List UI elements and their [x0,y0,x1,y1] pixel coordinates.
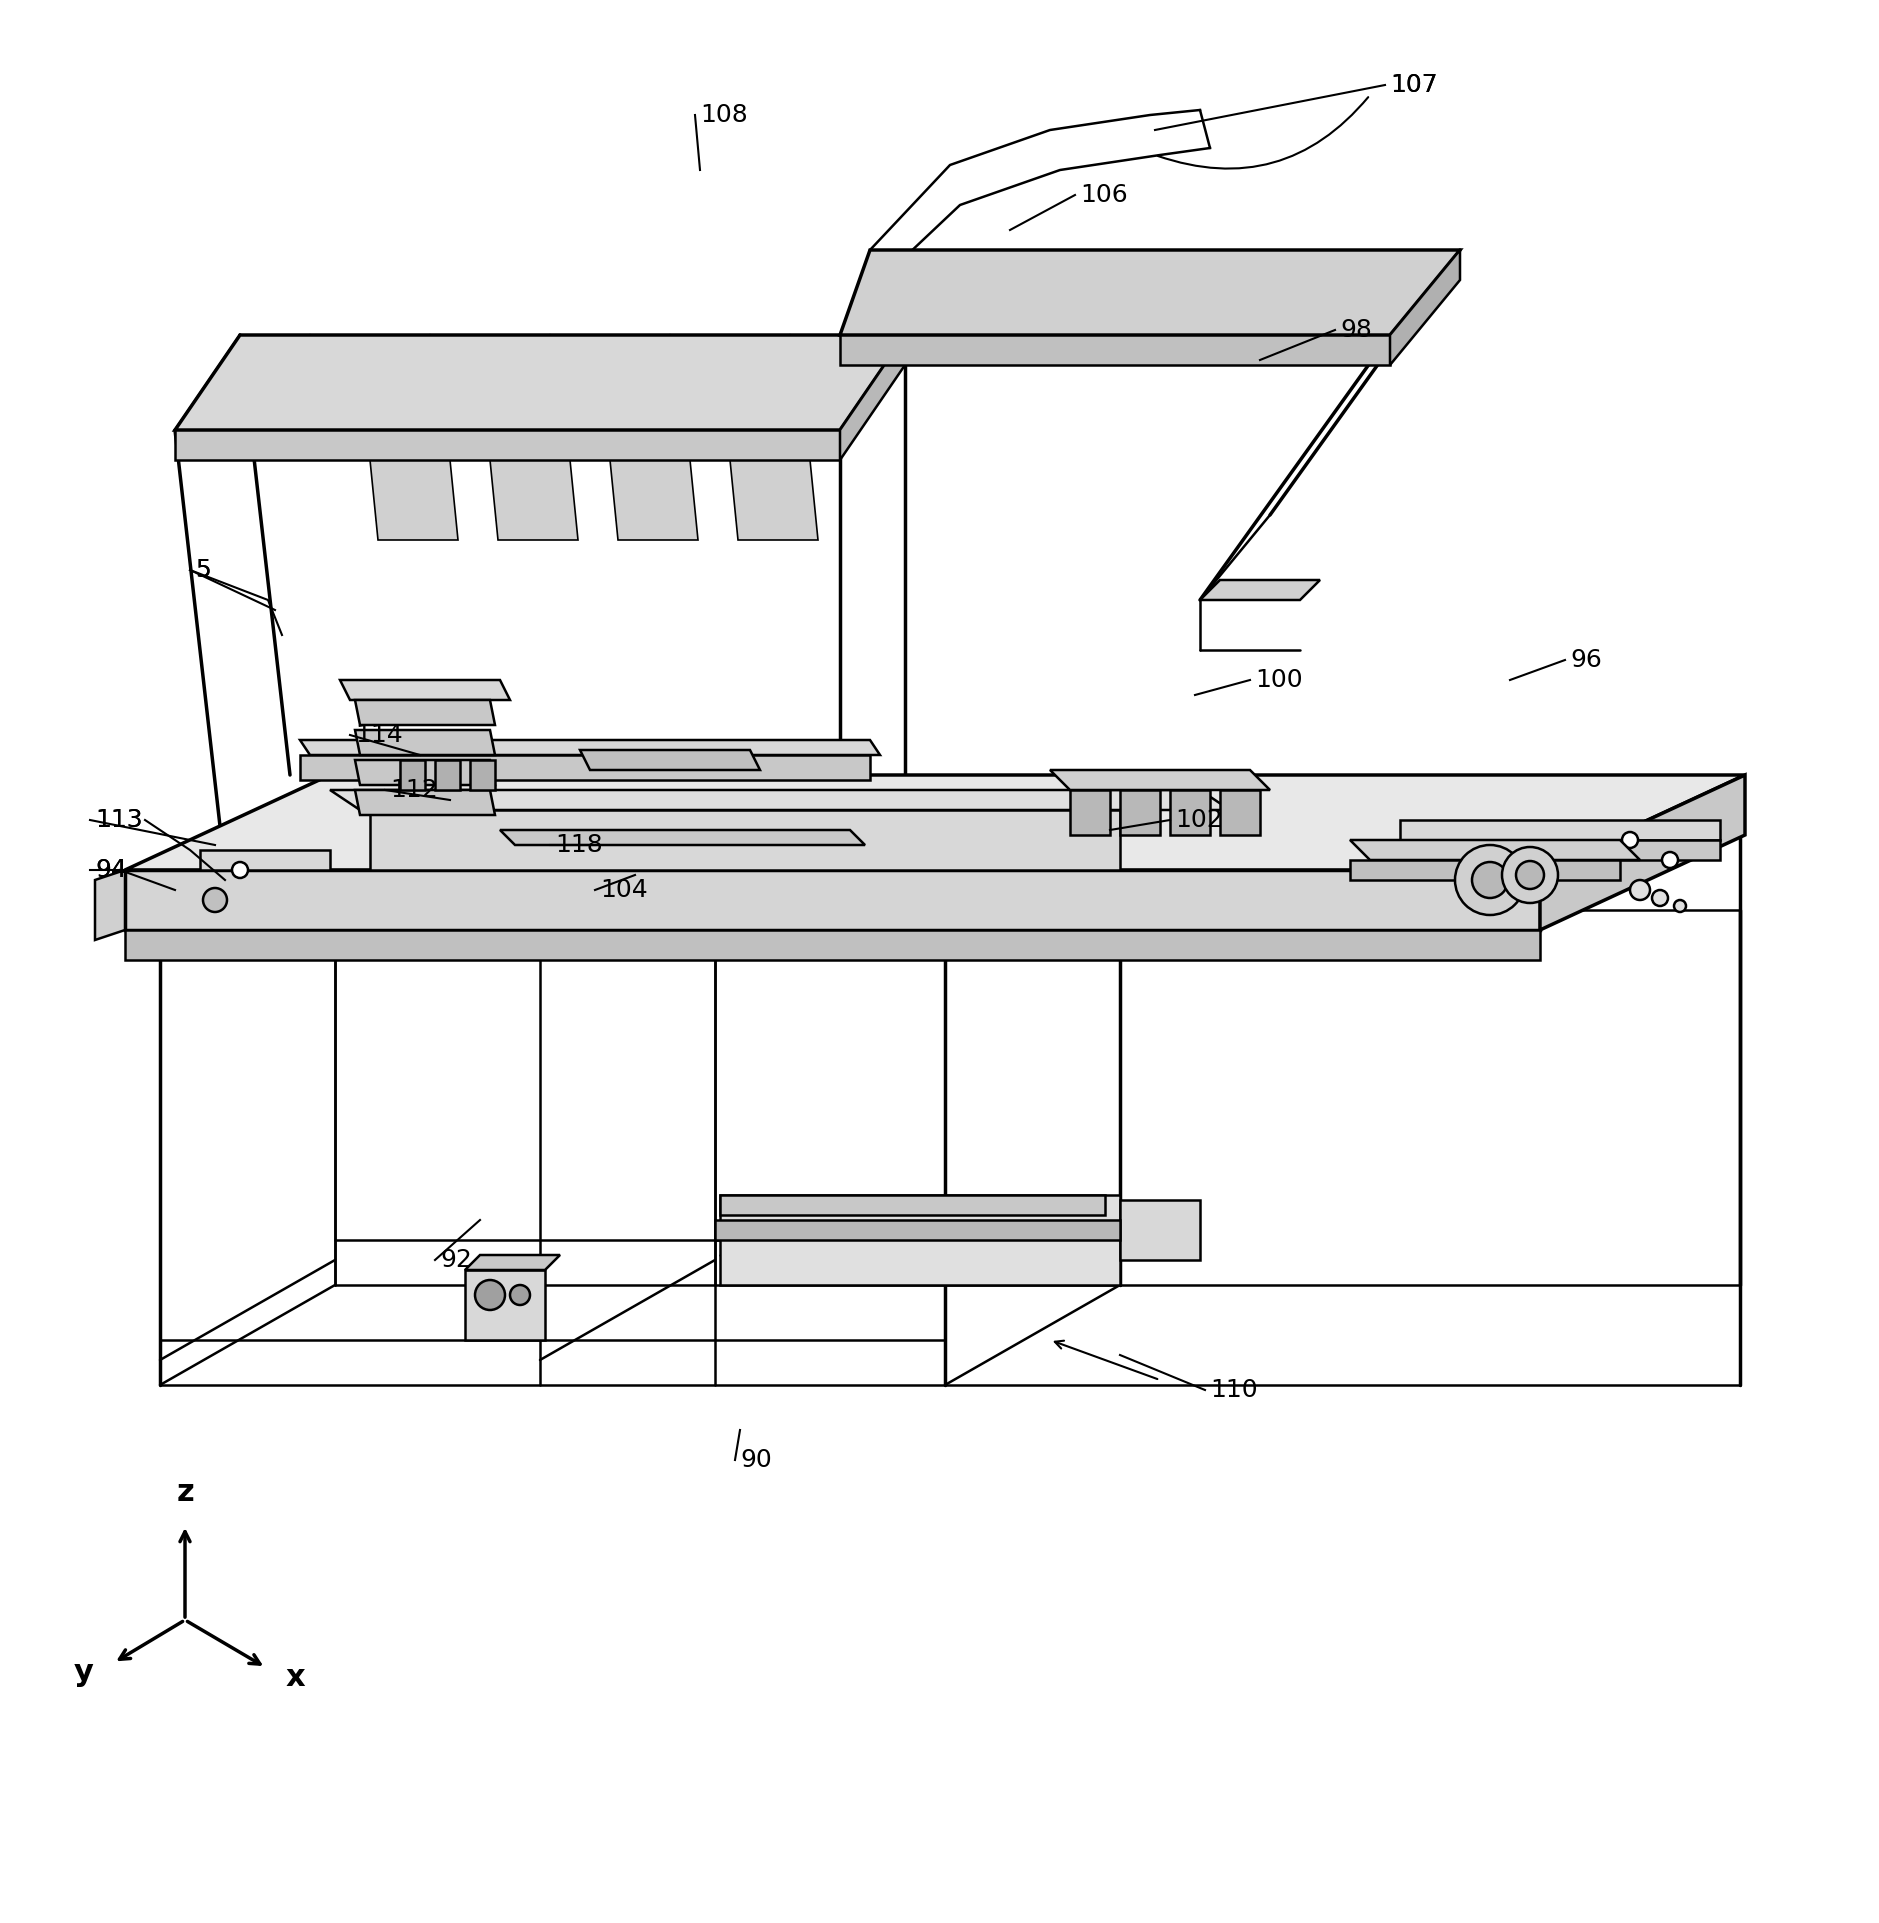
Polygon shape [355,731,494,756]
Polygon shape [301,756,870,781]
Polygon shape [96,869,126,940]
Text: 114: 114 [355,723,402,746]
Polygon shape [840,250,1460,335]
Polygon shape [331,790,1231,810]
Circle shape [203,888,227,912]
Polygon shape [1541,775,1746,931]
Polygon shape [1120,1200,1201,1260]
Polygon shape [560,340,639,431]
Polygon shape [301,740,879,756]
Text: y: y [73,1658,94,1686]
Circle shape [475,1281,505,1310]
Text: 113: 113 [96,808,143,833]
Text: 90: 90 [740,1448,772,1471]
Polygon shape [840,335,906,460]
Polygon shape [490,460,579,540]
Polygon shape [1349,840,1640,860]
Text: 102: 102 [1174,808,1223,833]
Polygon shape [340,681,509,700]
Polygon shape [1400,840,1719,860]
Polygon shape [1171,790,1210,835]
Circle shape [1471,862,1509,898]
Polygon shape [840,335,1390,365]
Polygon shape [175,335,906,431]
Text: 106: 106 [1080,183,1127,208]
Polygon shape [716,1219,1120,1240]
Text: 96: 96 [1571,648,1603,671]
Polygon shape [464,1269,545,1340]
Polygon shape [370,810,1120,869]
Text: 113: 113 [96,808,143,833]
Circle shape [1501,846,1558,904]
Polygon shape [611,460,697,540]
Text: 110: 110 [1210,1379,1257,1402]
Text: z: z [177,1479,194,1508]
Polygon shape [355,760,494,785]
Polygon shape [126,869,1541,931]
Circle shape [1454,844,1526,915]
Polygon shape [1390,250,1460,365]
Polygon shape [436,760,460,790]
Text: x: x [286,1663,306,1692]
Polygon shape [1069,790,1110,835]
Polygon shape [1219,790,1261,835]
Text: 98: 98 [1340,317,1372,342]
Circle shape [1674,900,1685,912]
Polygon shape [175,431,840,460]
Polygon shape [355,700,494,725]
Circle shape [1663,852,1678,867]
Polygon shape [355,790,494,815]
Polygon shape [1349,860,1620,881]
Text: 104: 104 [599,879,648,902]
Text: 5: 5 [195,558,210,583]
Polygon shape [289,340,368,431]
Polygon shape [1120,790,1159,835]
Text: 112: 112 [391,779,438,802]
Polygon shape [720,1194,1105,1215]
Polygon shape [581,750,759,769]
Polygon shape [1201,581,1321,600]
Polygon shape [731,460,817,540]
Text: 5: 5 [195,558,210,583]
Polygon shape [1050,769,1270,790]
Text: 107: 107 [1390,73,1437,96]
Circle shape [1652,890,1669,906]
Polygon shape [464,1256,560,1269]
Polygon shape [199,850,331,869]
Circle shape [1516,862,1545,888]
Circle shape [1629,881,1650,900]
Polygon shape [370,460,458,540]
Text: 100: 100 [1255,667,1302,692]
Circle shape [1622,833,1638,848]
Text: 118: 118 [554,833,603,858]
Text: 108: 108 [701,104,748,127]
Text: 94: 94 [96,858,128,883]
Polygon shape [500,831,864,844]
Text: 92: 92 [440,1248,472,1271]
Polygon shape [1400,819,1719,840]
Polygon shape [720,1194,1120,1285]
Polygon shape [126,775,1746,869]
Polygon shape [740,340,817,431]
Polygon shape [650,340,727,431]
Polygon shape [400,760,425,790]
Text: 107: 107 [1390,73,1437,96]
Circle shape [509,1285,530,1306]
Circle shape [231,862,248,879]
Polygon shape [470,340,549,431]
Polygon shape [470,760,494,790]
Polygon shape [380,340,458,431]
Text: 94: 94 [96,858,128,883]
Polygon shape [126,931,1541,960]
